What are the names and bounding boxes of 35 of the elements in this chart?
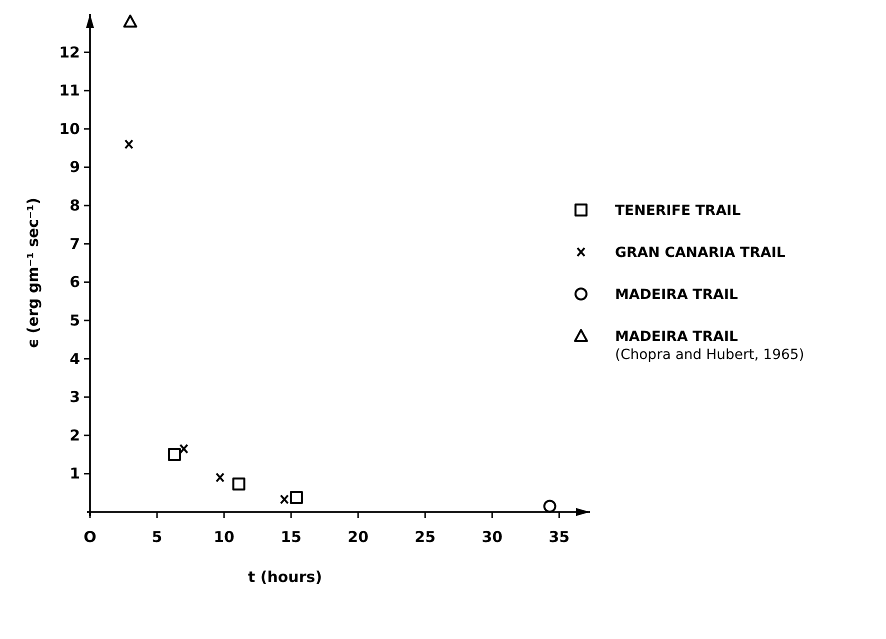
point [543, 500, 556, 513]
x-tick-label: 5 [152, 528, 162, 546]
point [179, 444, 188, 454]
point [168, 448, 181, 462]
y-tick-label: 10 [59, 120, 80, 138]
x-tick-label: 35 [548, 528, 570, 546]
x-tick-label: 15 [280, 528, 302, 546]
legend-label: MADEIRA TRAIL [615, 287, 738, 303]
x-tick-label: 25 [414, 528, 436, 546]
x-tick-label: 20 [348, 528, 369, 546]
y-axis-title: ϵ (erg gm⁻¹ sec⁻¹) [24, 198, 42, 348]
y-tick-label: 4 [70, 350, 80, 368]
y-tick-label: 11 [59, 82, 80, 100]
point [280, 494, 289, 504]
y-tick-label: 3 [70, 388, 80, 406]
point [123, 14, 138, 28]
legend-label: MADEIRA TRAIL (Chopra and Hubert, 1965) [615, 329, 804, 363]
legend-label: TENERIFE TRAIL [615, 203, 741, 219]
legend-label: GRAN CANARIA TRAIL [615, 245, 786, 261]
y-tick-label: 5 [70, 311, 80, 330]
y-tick-label: 12 [59, 43, 80, 62]
x-axis-title: t (hours) [248, 568, 322, 586]
point [290, 490, 303, 504]
y-tick-label: 2 [70, 426, 80, 444]
y-tick-label: 6 [70, 273, 80, 292]
y-tick-label: 7 [70, 234, 80, 253]
y-tick-label: 9 [70, 158, 80, 176]
point [124, 139, 134, 150]
x-tick-label: 30 [482, 528, 503, 546]
point [216, 472, 225, 483]
y-tick-label: 8 [70, 196, 80, 215]
y-tick-label: 1 [70, 464, 80, 483]
x-tick-label: O [84, 528, 96, 546]
point [232, 478, 246, 491]
x-tick-label: 10 [214, 528, 234, 546]
